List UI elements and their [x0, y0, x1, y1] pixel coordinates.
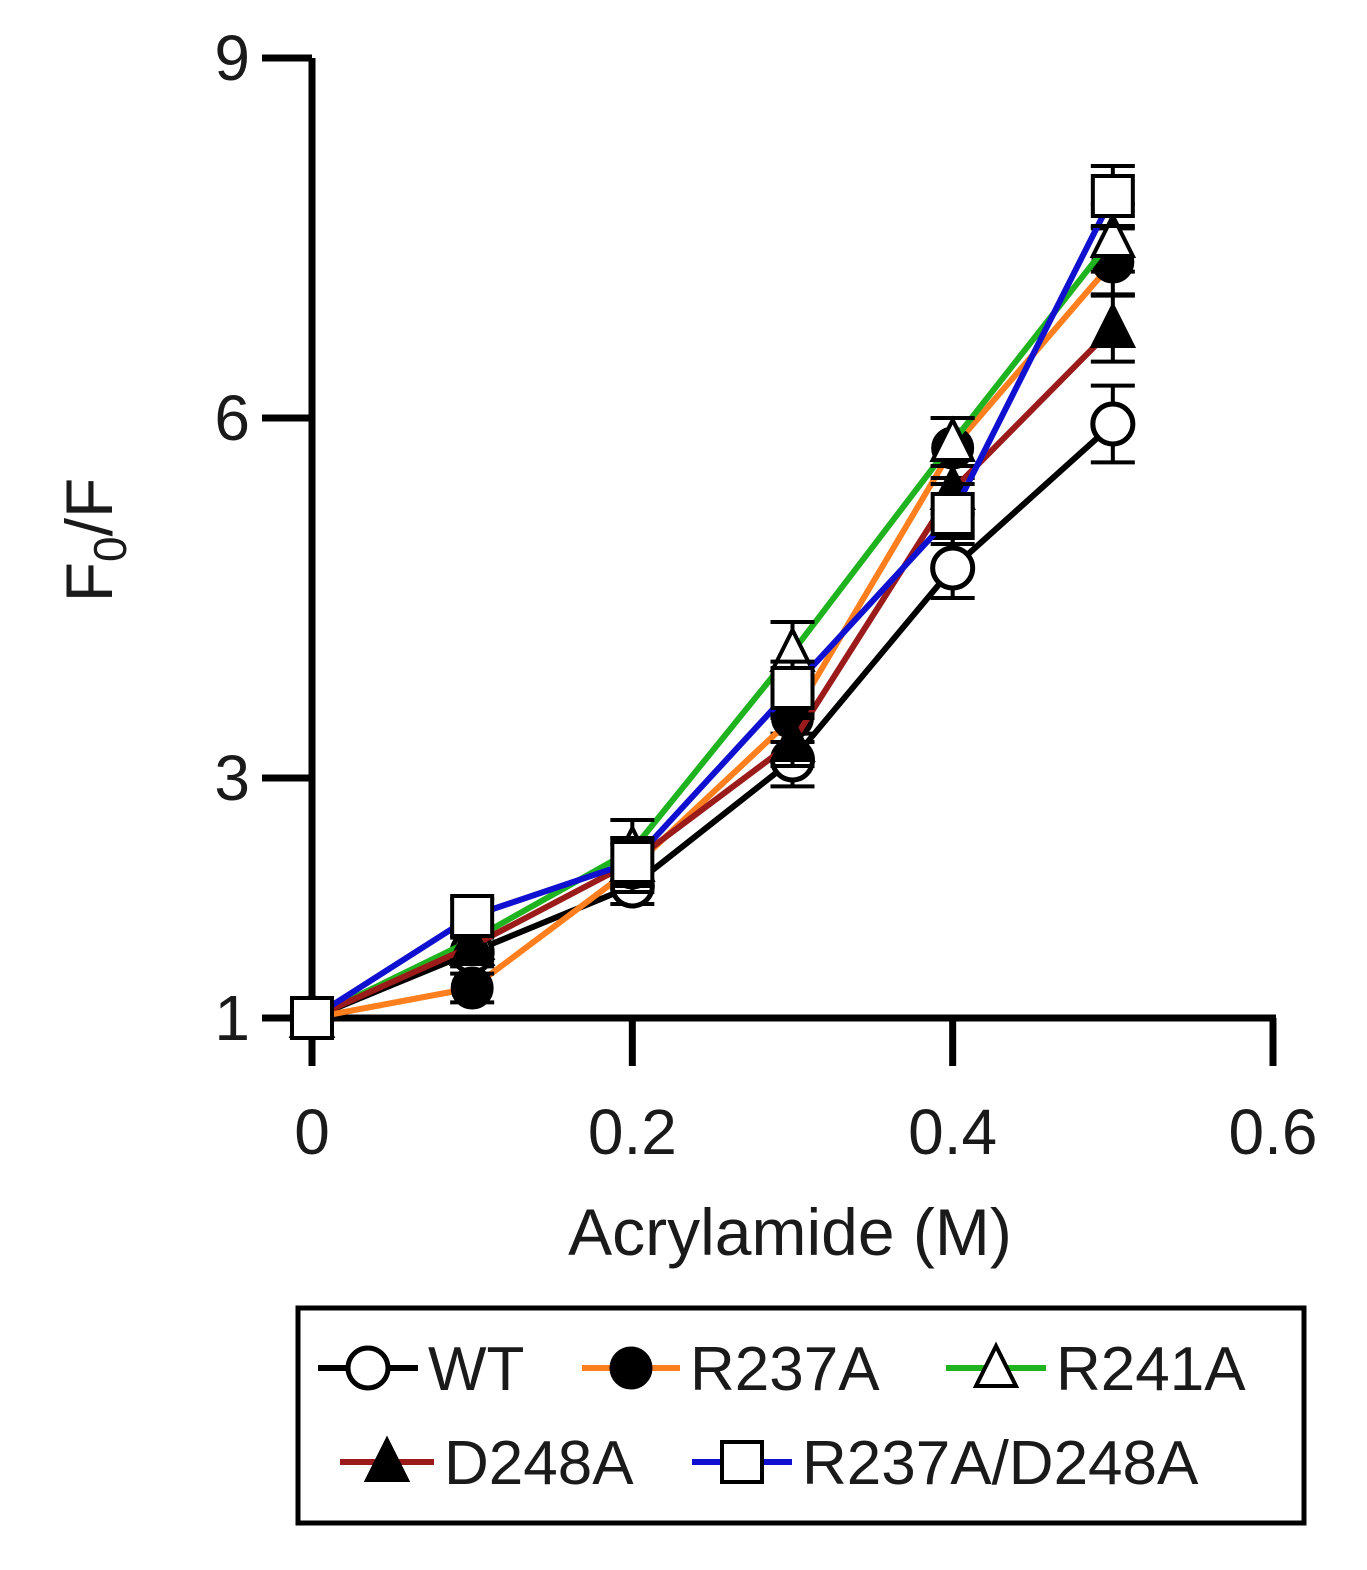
y-axis-title: F0/F	[52, 478, 136, 603]
marker-d248a-3	[769, 715, 816, 762]
y-axis-title-main: F	[52, 562, 126, 602]
marker-r237a-d248a-4	[930, 492, 975, 536]
y-axis-title-sub: 0	[84, 536, 136, 562]
legend-box	[295, 1305, 1307, 1526]
y-axis-title-text: F0/F	[52, 478, 136, 603]
series-r237a	[290, 226, 1135, 1040]
legend-marker-d248a	[363, 1435, 411, 1482]
marker-r237a-d248a-2	[610, 840, 655, 884]
series-line-wt	[310, 421, 1115, 1021]
marker-r237a-d248a-5	[1090, 174, 1135, 218]
legend: WT R237A R241A D248A R237A/D248A	[295, 1305, 1307, 1526]
y-tick-label-9: 9	[214, 22, 250, 94]
legend-marker-r241a	[972, 1341, 1020, 1388]
series-r237a-d248a	[290, 164, 1135, 1040]
series-line-r237a	[311, 260, 1116, 1021]
marker-r241a-5	[1089, 211, 1137, 258]
y-axis-title-tail: /F	[52, 478, 126, 537]
marker-wt-5	[1090, 401, 1136, 447]
y-tick-label-3: 3	[214, 742, 250, 814]
marker-r237a-d248a-3	[770, 666, 815, 710]
legend-item-r237a: R237A	[582, 1335, 880, 1404]
x-tick-label-0.6: 0.6	[1229, 1096, 1318, 1168]
x-tick-label-0: 0	[294, 1096, 330, 1168]
legend-label-r237a-d248a: R237A/D248A	[802, 1429, 1199, 1498]
series-wt	[289, 383, 1136, 1041]
marker-d248a-5	[1089, 301, 1137, 348]
y-tick-label-6: 6	[214, 382, 250, 454]
series-r241a	[288, 202, 1137, 1038]
legend-item-r241a: R241A	[946, 1335, 1246, 1404]
axes	[262, 54, 1277, 1066]
marker-r237a-d248a-1	[450, 894, 495, 938]
x-tick-label-0.4: 0.4	[908, 1096, 997, 1168]
series-line-r237a-d248a	[310, 194, 1116, 1021]
legend-label-r241a: R241A	[1056, 1335, 1246, 1404]
marker-r241a-4	[929, 415, 976, 462]
x-axis-title: Acrylamide (M)	[568, 1195, 1012, 1269]
legend-item-d248a: D248A	[340, 1429, 634, 1498]
legend-label-d248a: D248A	[444, 1429, 634, 1498]
legend-marker-wt	[345, 1345, 391, 1391]
marker-wt-4	[930, 545, 976, 591]
y-tick-label-1: 1	[214, 982, 250, 1054]
legend-marker-r237a	[609, 1346, 653, 1390]
legend-label-r237a: R237A	[690, 1335, 880, 1404]
x-tick-label-0.2: 0.2	[588, 1096, 677, 1168]
legend-marker-r237a-d248a	[720, 1440, 764, 1484]
series-layer	[288, 164, 1137, 1041]
series-line-r241a	[310, 236, 1116, 1021]
legend-item-r237a-d248a: R237A/D248A	[692, 1429, 1199, 1498]
tick-labels: 1 3 6 9 0 0.2 0.4 0.6	[214, 22, 1317, 1168]
legend-item-wt: WT	[318, 1335, 524, 1404]
legend-label-wt: WT	[428, 1335, 524, 1404]
marker-r237a-d248a-0	[290, 996, 334, 1040]
marker-d248a-1	[448, 919, 496, 966]
marker-r237a-1	[450, 966, 494, 1010]
